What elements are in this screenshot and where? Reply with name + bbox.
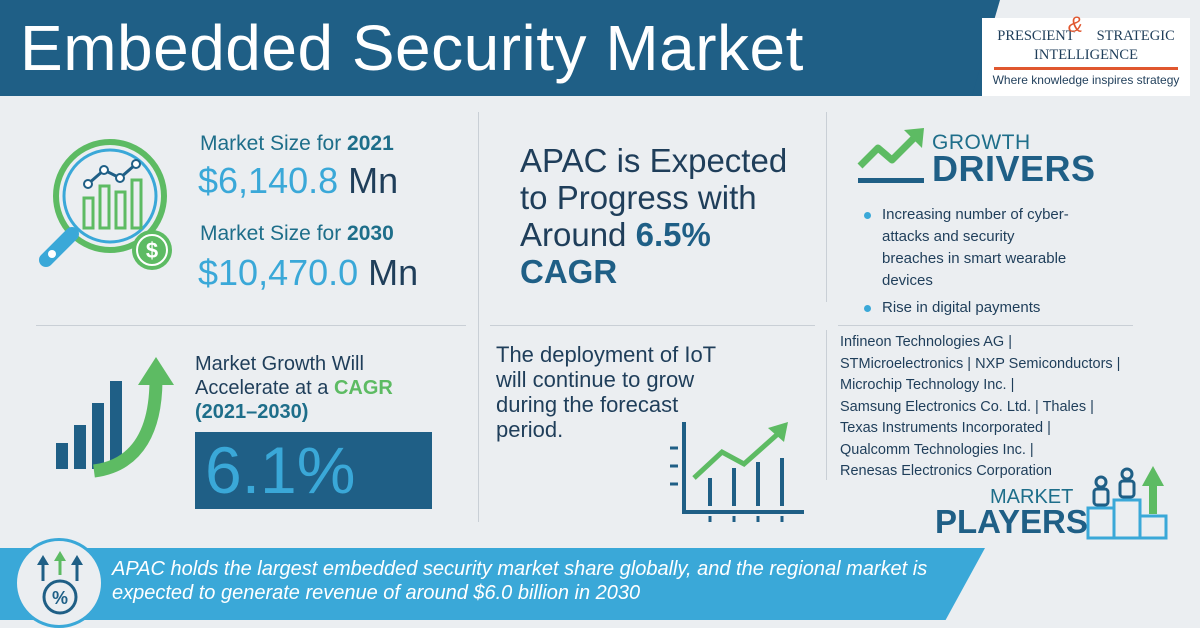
market-player-line: Infineon Technologies AG | xyxy=(840,334,1012,350)
market-players-small: MARKET xyxy=(990,486,1074,508)
cagr-value: 6.1% xyxy=(205,433,356,507)
page-title: Embedded Security Market xyxy=(20,12,804,84)
growth-drivers-heading: DRIVERS xyxy=(932,148,1096,189)
market-player-line: Microchip Technology Inc. | xyxy=(840,377,1015,393)
logo-word-prescient: PRESCIENT xyxy=(997,28,1075,44)
market-player-line: STMicroelectronics | NXP Semiconductors … xyxy=(840,355,1121,372)
apac-rate: 6.5% xyxy=(635,216,711,253)
market-size-2021-amount: $6,140.8 xyxy=(198,160,339,201)
market-size-2021-year: 2021 xyxy=(347,132,394,155)
company-logo: PRESCIENT STRATEGIC & INTELLIGENCE Where … xyxy=(982,12,1190,96)
apac-line-2: to Progress with xyxy=(520,179,757,216)
logo-line-1: PRESCIENT STRATEGIC xyxy=(988,28,1184,45)
apac-cagr-statement: APAC is Expected to Progress with Around… xyxy=(520,142,800,290)
percent-arrows-icon: % xyxy=(37,551,83,615)
svg-text:%: % xyxy=(52,588,68,608)
market-size-2030-prefix: Market Size for xyxy=(200,222,348,245)
market-players-list: Infineon Technologies AG | STMicroelectr… xyxy=(840,332,1190,483)
banner-statement: APAC holds the largest embedded security… xyxy=(112,558,928,604)
market-player-line: Texas Instruments Incorporated | xyxy=(840,420,1051,436)
divider-h-mid xyxy=(490,325,815,326)
iot-statement: The deployment of IoT will continue to g… xyxy=(496,342,716,442)
apac-line-3-prefix: Around xyxy=(520,216,636,253)
market-size-2021-label: Market Size for 2021 xyxy=(200,132,394,156)
cagr-line-2-prefix: Accelerate at a xyxy=(195,377,334,399)
divider-v-3 xyxy=(826,330,827,480)
market-size-2021-prefix: Market Size for xyxy=(200,132,348,155)
cagr-years: (2021–2030) xyxy=(195,401,309,423)
cagr-line-1: Market Growth Will xyxy=(195,353,364,375)
apac-line-3: Around 6.5% xyxy=(520,216,800,253)
growth-driver-item: Rise in digital payments xyxy=(862,297,1182,319)
growth-driver-item: Increasing number of cyber-attacks and s… xyxy=(862,204,1072,292)
cagr-line-2: Accelerate at a CAGR xyxy=(195,376,455,400)
market-size-2030-value: $10,470.0 Mn xyxy=(198,252,418,294)
growth-bars-arrow-icon xyxy=(56,357,174,478)
apac-cagr-word: CAGR xyxy=(520,253,618,290)
cagr-value-box: 6.1% xyxy=(195,432,432,509)
cagr-statement: Market Growth Will Accelerate at a CAGR … xyxy=(195,352,455,424)
market-size-2030-label: Market Size for 2030 xyxy=(200,222,394,246)
svg-text:$: $ xyxy=(146,238,158,263)
trend-arrow-icon xyxy=(857,128,924,183)
market-player-line: Qualcomm Technologies Inc. | xyxy=(840,441,1034,458)
market-players-heading: PLAYERS xyxy=(935,503,1088,540)
logo-tagline: Where knowledge inspires strategy xyxy=(992,73,1180,87)
divider-h-right xyxy=(838,325,1133,326)
market-size-2030-unit: Mn xyxy=(368,252,419,293)
market-size-2030-year: 2030 xyxy=(347,222,394,245)
line-chart-icon xyxy=(670,422,804,522)
logo-word-strategic: STRATEGIC xyxy=(1096,28,1175,44)
divider-v-2 xyxy=(826,112,827,302)
apac-line-1: APAC is Expected xyxy=(520,142,788,179)
cagr-word: CAGR xyxy=(333,377,393,399)
market-size-2021-unit: Mn xyxy=(348,160,399,201)
magnifier-chart-icon: $ xyxy=(39,139,172,270)
logo-rule xyxy=(994,67,1178,70)
divider-h-left xyxy=(36,325,466,326)
logo-line-2: INTELLIGENCE xyxy=(1034,47,1138,63)
divider-v-1 xyxy=(478,112,479,522)
growth-drivers-small: GROWTH xyxy=(932,131,1031,154)
players-podium-icon xyxy=(1086,466,1168,540)
market-player-line: Renesas Electronics Corporation xyxy=(840,463,1052,479)
logo-ampersand: & xyxy=(1068,12,1083,37)
growth-drivers-list: Increasing number of cyber-attacks and s… xyxy=(862,204,1182,324)
market-player-line: Samsung Electronics Co. Ltd. | Thales | xyxy=(840,398,1094,415)
percent-growth-icon: % xyxy=(14,538,104,628)
market-size-2030-amount: $10,470.0 xyxy=(198,252,359,293)
title-band xyxy=(0,0,985,96)
bottom-banner xyxy=(0,548,985,620)
market-size-2021-value: $6,140.8 Mn xyxy=(198,160,398,202)
